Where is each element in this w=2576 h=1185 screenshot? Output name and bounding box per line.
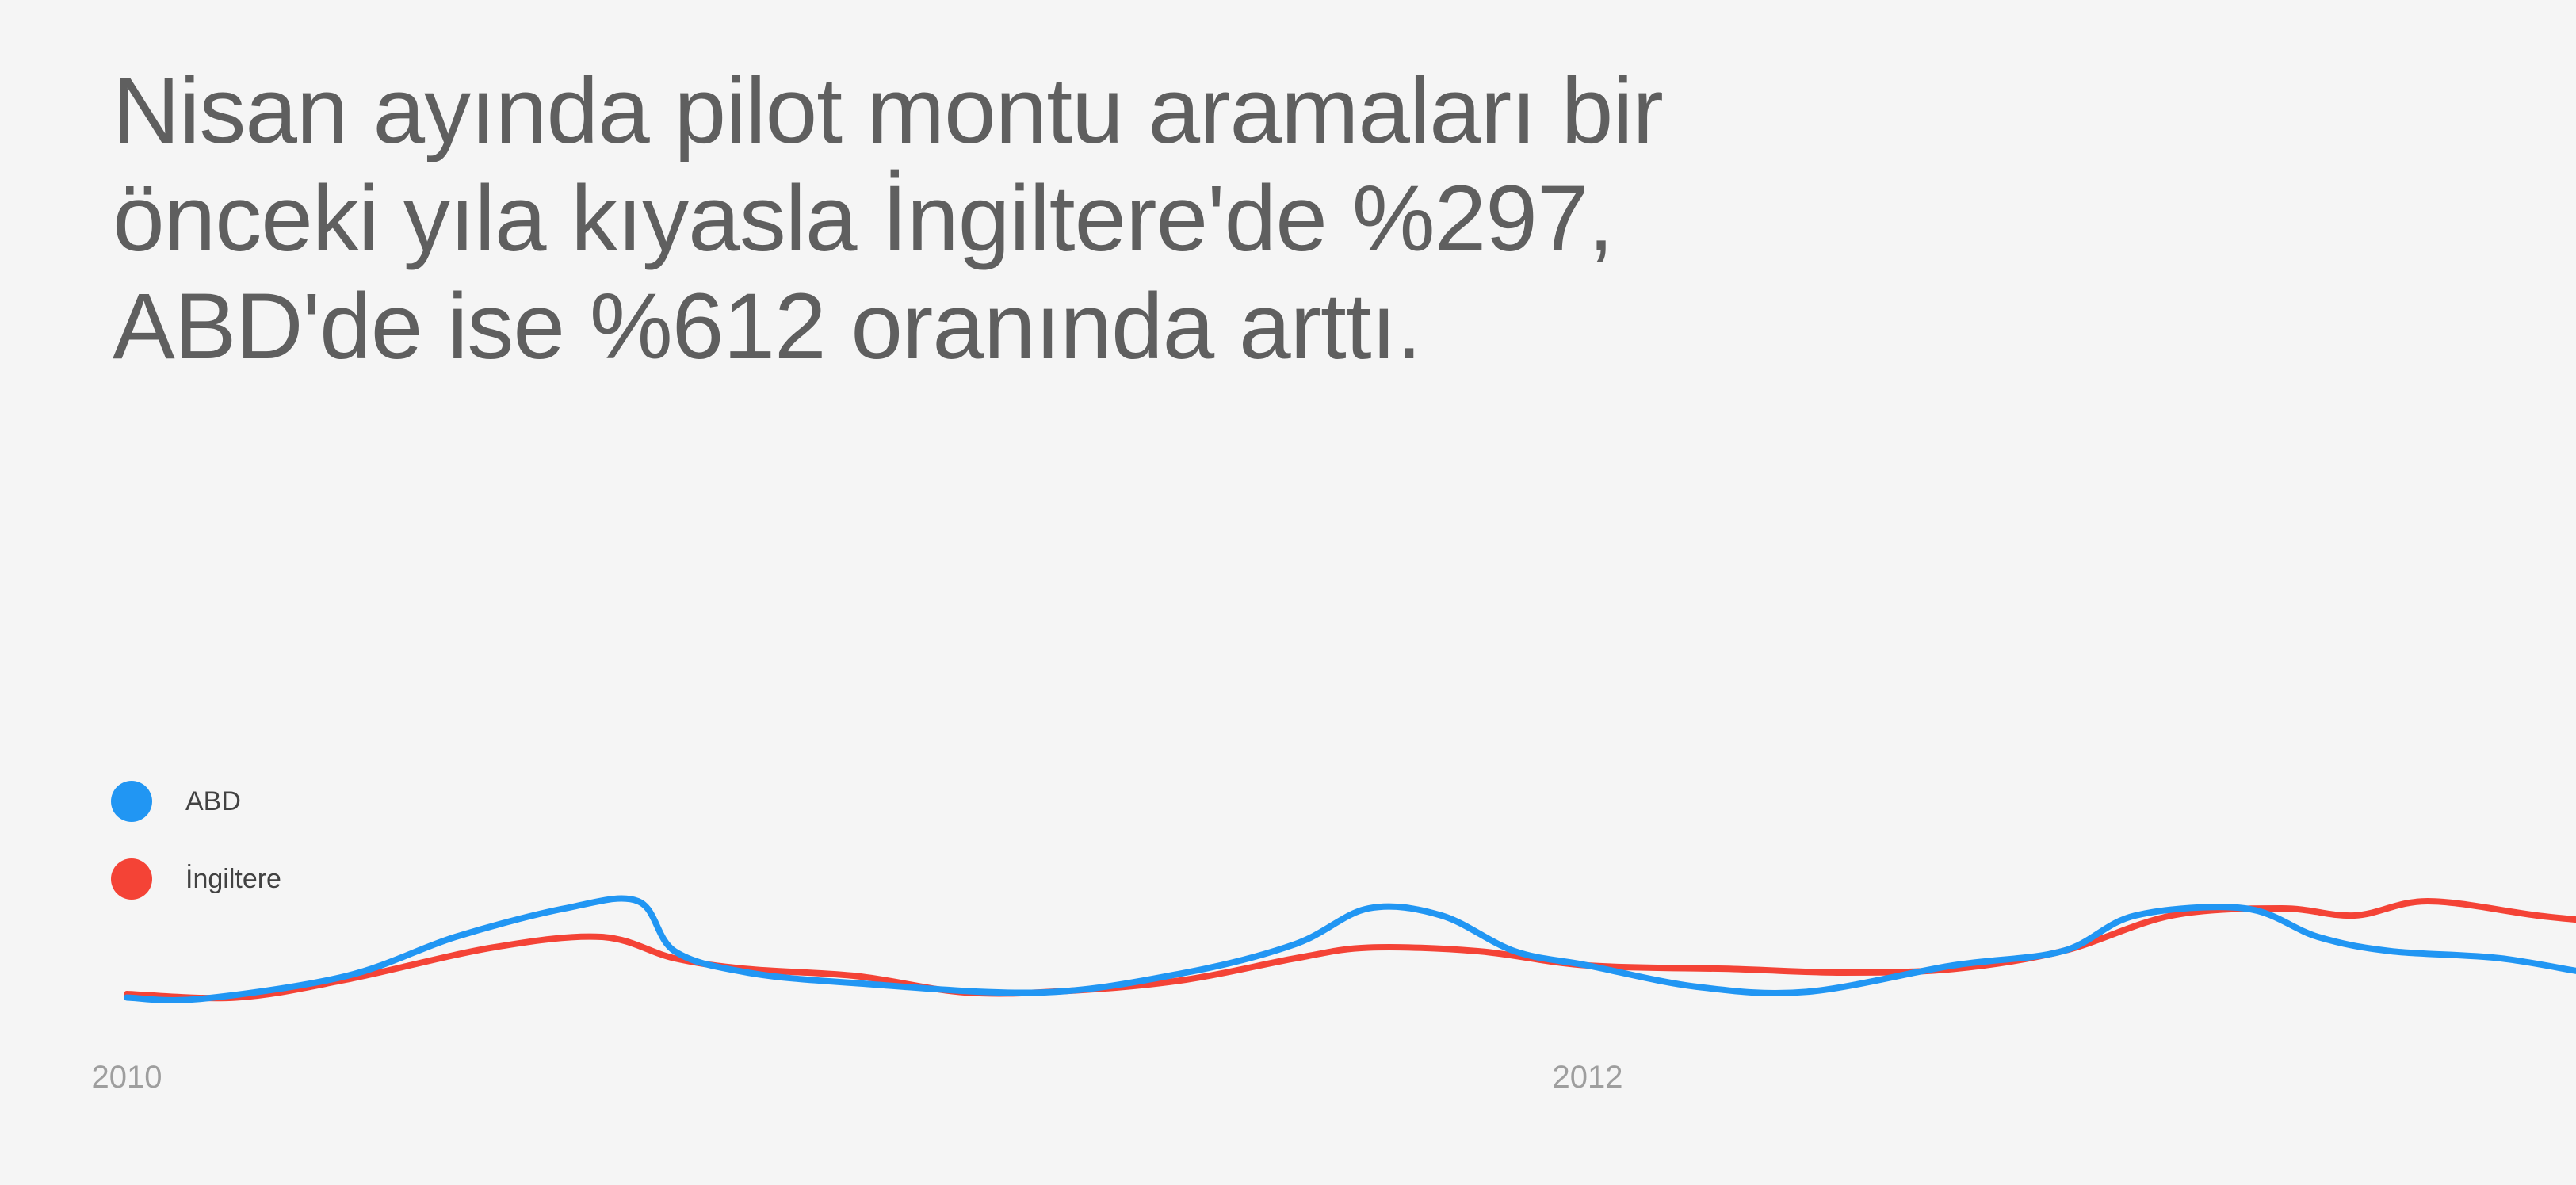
- title-line-2: önceki yıla kıyasla İngiltere'de %297,: [113, 166, 1614, 271]
- x-axis-ticks: 2010201220142016: [92, 1060, 1623, 1095]
- series-line-ingiltere: [124, 898, 2576, 1002]
- legend-item-abd[interactable]: ABD: [111, 763, 281, 840]
- legend-label-abd: ABD: [185, 786, 241, 816]
- chart-legend: ABD İngiltere: [111, 763, 281, 918]
- title-line-1: Nisan ayında pilot montu aramaları bir: [113, 59, 1664, 163]
- chart-title: Nisan ayında pilot montu aramaları bir ö…: [113, 57, 1936, 380]
- legend-label-ingiltere: İngiltere: [185, 863, 281, 894]
- legend-marker-abd: [111, 781, 152, 822]
- series-layer: [124, 895, 2576, 1003]
- x-tick-label-2010: 2010: [92, 1060, 162, 1095]
- legend-item-ingiltere[interactable]: İngiltere: [111, 840, 281, 918]
- x-tick-label-2012: 2012: [1553, 1060, 1623, 1095]
- legend-marker-ingiltere: [111, 858, 152, 900]
- title-line-3: ABD'de ise %612 oranında arttı.: [113, 274, 1422, 379]
- series-line-abd: [124, 895, 2576, 1003]
